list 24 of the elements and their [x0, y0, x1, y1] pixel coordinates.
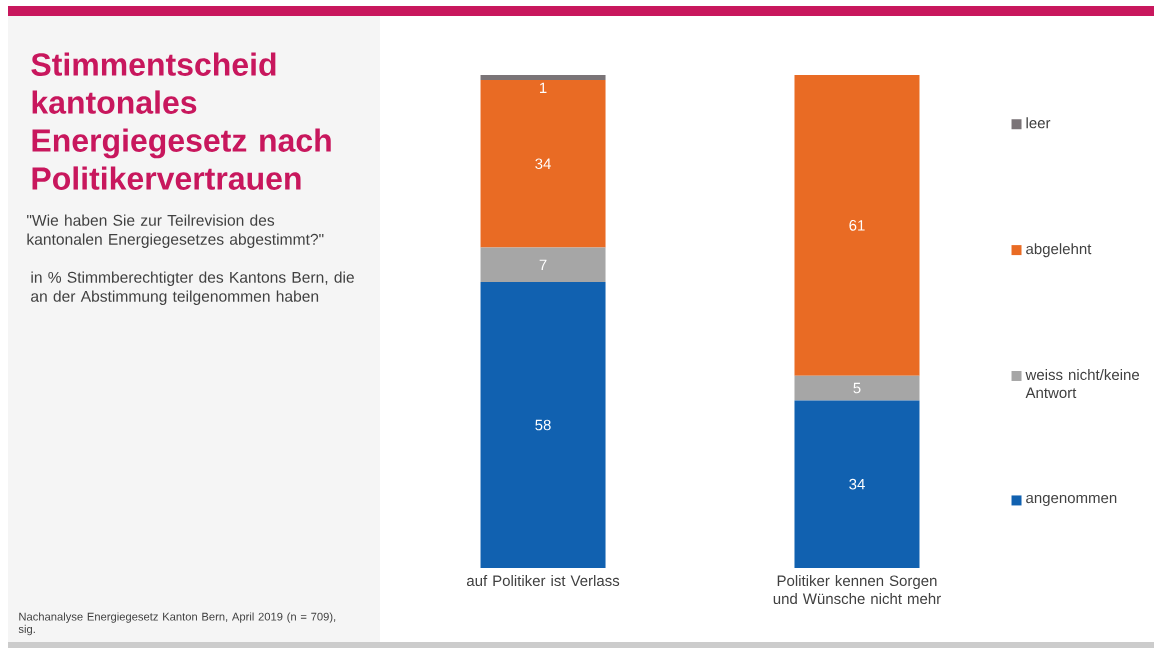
data-label: 34: [849, 478, 865, 490]
y-axis-title: in % Stimmberechtigter des Kantons Bern, die an der Abstimmung teilgenommen haben: [31, 271, 354, 305]
legend-label: angenommen: [1026, 494, 1117, 507]
legend-label: leer: [1026, 117, 1051, 129]
text: Nachanalyse Energiegesetz Kanton Bern, April 2019 (n = 709), sig.: [18, 612, 336, 636]
text: Stimmentscheid kantonales Energiegesetz nach Politikervertrauen: [31, 52, 331, 190]
data-label: 5: [853, 382, 861, 394]
bar: [794, 74, 920, 376]
bar: [480, 79, 606, 248]
bar: [480, 74, 606, 80]
bar: [794, 400, 920, 568]
bar: [480, 282, 606, 568]
x-tick-label: auf Politiker ist Verlass: [466, 575, 620, 587]
data-label: 58: [535, 419, 551, 431]
text: "Wie haben Sie zur Teilrevision des kantonalen Energiegesetzes abgestimmt?": [27, 214, 324, 248]
data-label: 1: [539, 82, 547, 93]
bar: [480, 247, 606, 283]
data-label: 7: [539, 259, 547, 270]
x-tick-label: Politiker kennen Sorgen und Wünsche nicht mehr: [773, 575, 941, 605]
data-label: 34: [535, 158, 551, 170]
legend-label: abgelehnt: [1026, 243, 1092, 258]
data-label: 61: [849, 220, 865, 231]
bar: [794, 375, 920, 401]
legend-label: weiss nicht/keine Antwort: [1025, 369, 1140, 399]
